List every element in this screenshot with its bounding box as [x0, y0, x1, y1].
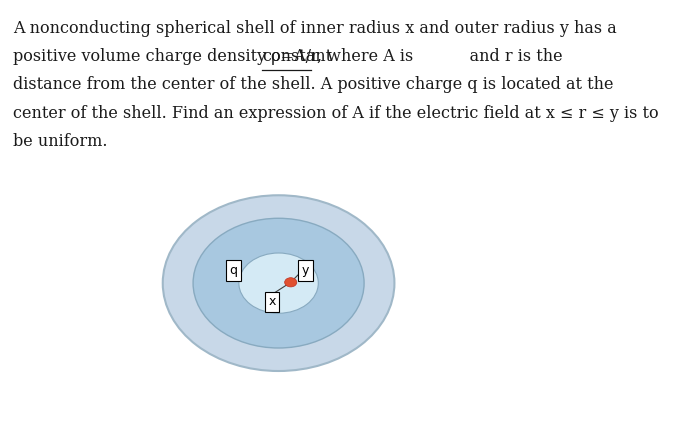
Text: y: y: [301, 264, 309, 277]
Text: constant: constant: [262, 48, 332, 65]
Text: q: q: [229, 264, 238, 277]
Circle shape: [193, 218, 364, 348]
Circle shape: [163, 195, 394, 371]
Text: be uniform.: be uniform.: [13, 133, 107, 151]
Text: center of the shell. Find an expression of A if the electric field at x ≤ r ≤ y : center of the shell. Find an expression …: [13, 105, 658, 122]
Text: x: x: [268, 296, 276, 309]
Text: positive volume charge density ρ=A/r, where A is           and r is the: positive volume charge density ρ=A/r, wh…: [13, 48, 562, 65]
Text: A nonconducting spherical shell of inner radius x and outer radius y has a: A nonconducting spherical shell of inner…: [13, 20, 617, 36]
Circle shape: [239, 253, 318, 313]
Text: distance from the center of the shell. A positive charge q is located at the: distance from the center of the shell. A…: [13, 76, 613, 93]
Circle shape: [285, 278, 297, 287]
